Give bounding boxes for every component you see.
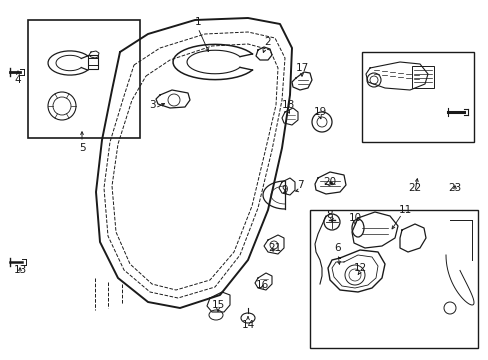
Bar — [309, 210, 477, 348]
Text: 19: 19 — [313, 107, 326, 117]
Text: 8: 8 — [326, 210, 333, 220]
Text: 18: 18 — [281, 100, 294, 110]
Text: 4: 4 — [15, 75, 21, 85]
Text: 1: 1 — [194, 17, 201, 27]
Bar — [88, 55, 98, 69]
Text: 6: 6 — [334, 243, 341, 253]
Text: 12: 12 — [353, 263, 366, 273]
Text: 22: 22 — [407, 183, 421, 193]
Text: 9: 9 — [281, 185, 288, 195]
Text: 11: 11 — [398, 205, 411, 215]
Text: 21: 21 — [268, 243, 281, 253]
Bar — [411, 66, 433, 88]
Text: 3: 3 — [148, 100, 155, 110]
Bar — [361, 52, 473, 142]
Text: 2: 2 — [264, 37, 271, 47]
Text: 14: 14 — [241, 320, 254, 330]
Text: 7: 7 — [296, 180, 303, 190]
Text: 15: 15 — [211, 300, 224, 310]
Text: 5: 5 — [79, 143, 85, 153]
Text: 23: 23 — [447, 183, 461, 193]
Text: 20: 20 — [323, 177, 336, 187]
Text: 10: 10 — [348, 213, 361, 223]
Bar — [28, 20, 140, 138]
Text: 17: 17 — [295, 63, 308, 73]
Text: 13: 13 — [13, 265, 26, 275]
Text: 16: 16 — [255, 280, 268, 290]
